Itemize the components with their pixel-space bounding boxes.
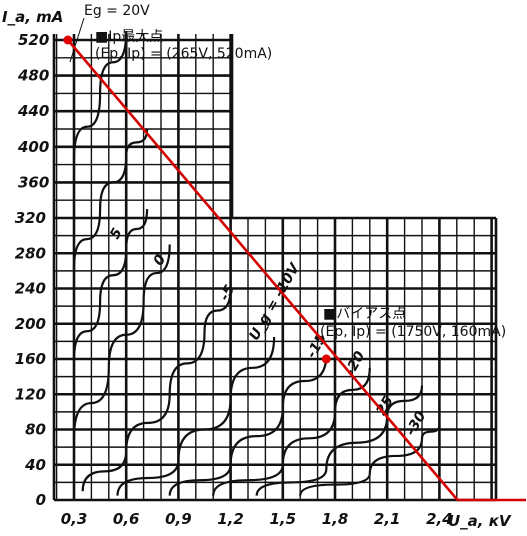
- y-tick-label: 280: [15, 244, 46, 262]
- grid-voltage-curves: [72, 31, 441, 496]
- x-tick-label: 1,5: [270, 510, 297, 528]
- x-axis-label: U_a, кV: [448, 512, 512, 530]
- curve-label: U_g = -10V: [246, 260, 303, 343]
- x-tick-label: 2,1: [374, 510, 401, 528]
- y-tick-label: 240: [15, 280, 46, 298]
- curve--5: [81, 288, 232, 492]
- y-tick-label: 320: [15, 209, 46, 227]
- y-tick-label: 200: [15, 315, 46, 333]
- y-tick-label: 0: [36, 491, 46, 509]
- curve--20: [212, 367, 371, 496]
- x-tick-label: 0,3: [61, 510, 88, 528]
- point-label: ■バイアス点: [323, 306, 406, 322]
- load-line-layer: [66, 39, 526, 502]
- curve-label-eg20: Eg = 20V: [84, 3, 150, 19]
- y-tick-label: 80: [25, 421, 46, 439]
- point-label: ■Ip最大点: [95, 29, 163, 45]
- curve-Eg = 20V: [72, 31, 128, 161]
- point-sublabel: (Ep, Ip) = (265V, 520mA): [95, 46, 272, 62]
- y-tick-label: 360: [18, 173, 49, 191]
- axis-ticks: 520480440400360320280240200160120804000,…: [15, 31, 453, 528]
- y-tick-label: 40: [24, 456, 46, 474]
- y-tick-label: 120: [15, 385, 46, 403]
- curve-label: 5: [107, 225, 126, 242]
- x-tick-label: 1,8: [322, 510, 349, 528]
- curve-5: [72, 209, 149, 361]
- x-tick-label: 1,2: [217, 510, 244, 528]
- curve-0: [72, 244, 171, 439]
- eg-leader-line: [69, 17, 85, 63]
- annotations: ■Ip最大点(Ep, Ip) = (265V, 520mA) ■バイアス点 (Ep,…: [63, 29, 506, 364]
- point-sublabel: (Ep, Ip) = (1750V, 160mA): [320, 324, 506, 340]
- curve-10: [72, 128, 149, 270]
- chart-grid: [52, 34, 498, 502]
- curve--30: [299, 425, 441, 496]
- operating-point-1: [63, 35, 73, 45]
- curve--25: [255, 385, 424, 496]
- curve-label: -5: [217, 282, 239, 304]
- curve-label: -20: [342, 348, 369, 378]
- y-tick-label: 160: [15, 350, 46, 368]
- x-tick-label: 0,9: [165, 510, 192, 528]
- curve-label: -30: [403, 408, 430, 438]
- curve--10: [116, 336, 276, 496]
- y-tick-label: 520: [18, 31, 49, 49]
- y-tick-label: 440: [17, 102, 49, 120]
- curve--15: [168, 354, 328, 496]
- x-tick-label: 2,4: [426, 510, 453, 528]
- x-tick-label: 0,6: [113, 510, 140, 528]
- y-tick-label: 400: [17, 138, 49, 156]
- operating-point-2: [321, 354, 331, 364]
- y-axis-label: I_a, mA: [2, 8, 63, 26]
- y-tick-label: 480: [17, 67, 49, 85]
- load-line: [66, 39, 459, 501]
